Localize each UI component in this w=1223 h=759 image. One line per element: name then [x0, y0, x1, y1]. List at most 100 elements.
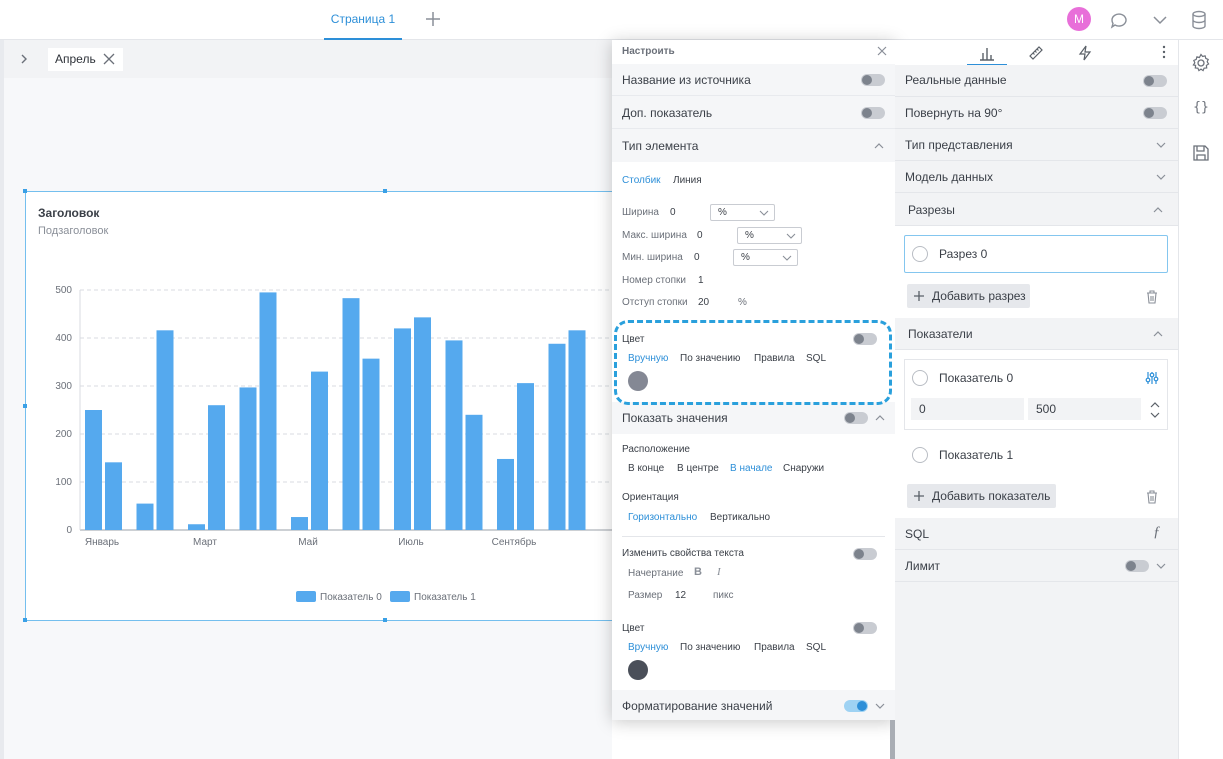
color2-by-value-option[interactable]: По значению	[680, 642, 741, 653]
size-value[interactable]: 12	[675, 590, 687, 601]
chevron-up-icon[interactable]	[874, 141, 884, 151]
bold-button[interactable]: B	[694, 566, 702, 578]
color2-rules-option[interactable]: Правила	[754, 642, 795, 653]
row-data-model[interactable]: Модель данных	[895, 161, 1178, 193]
section-format-values[interactable]: Форматирование значений	[612, 690, 895, 720]
ruler-icon[interactable]	[1027, 44, 1045, 62]
section-metrics[interactable]: Показатели	[895, 318, 1178, 350]
top-bar	[0, 0, 1223, 40]
metric-max-input[interactable]: 500	[1028, 398, 1141, 420]
x-tick-label: Май	[298, 537, 318, 548]
row-view-type[interactable]: Тип представления	[895, 129, 1178, 161]
trash-icon[interactable]	[1145, 489, 1159, 505]
resize-handle[interactable]	[23, 618, 27, 622]
color2-sql-option[interactable]: SQL	[806, 642, 827, 653]
bar	[342, 298, 360, 530]
orient-vertical-option[interactable]: Вертикально	[710, 512, 771, 523]
metric-min-input[interactable]: 0	[911, 398, 1024, 420]
chevron-right-icon[interactable]	[16, 50, 32, 68]
stack-offset-value[interactable]: 20	[698, 297, 710, 308]
width-value[interactable]: 0	[670, 207, 676, 218]
source-name-toggle[interactable]	[861, 74, 885, 86]
format-values-toggle[interactable]	[844, 700, 868, 712]
slice-item[interactable]: Разрез 0	[904, 235, 1168, 273]
rotate-toggle[interactable]	[1143, 107, 1167, 119]
color2-toggle[interactable]	[853, 622, 877, 634]
row-limit[interactable]: Лимит	[895, 550, 1178, 582]
code-braces-icon[interactable]: {}	[1193, 100, 1209, 115]
chart-bars-icon[interactable]	[978, 44, 996, 62]
more-vertical-icon[interactable]	[1158, 44, 1170, 60]
add-metric-button[interactable]: Добавить показатель	[907, 484, 1056, 508]
max-width-value[interactable]: 0	[697, 230, 703, 241]
stepper-icon[interactable]	[1149, 400, 1161, 420]
color-manual-option[interactable]: Вручную	[628, 353, 669, 364]
add-slice-button[interactable]: Добавить разрез	[907, 284, 1030, 308]
chevron-down-icon[interactable]	[875, 701, 885, 711]
color2-manual-option[interactable]: Вручную	[628, 642, 669, 653]
gear-icon[interactable]	[1190, 52, 1212, 74]
italic-button[interactable]: I	[717, 566, 721, 578]
section-show-values[interactable]: Показать значения	[612, 402, 895, 434]
slice-radio[interactable]	[912, 246, 928, 262]
sliders-icon[interactable]	[1144, 370, 1160, 386]
metric-item[interactable]: Показатель 0 0 500	[904, 359, 1168, 430]
type-column-option[interactable]: Столбик	[622, 175, 661, 186]
real-data-toggle[interactable]	[1143, 75, 1167, 87]
scrollbar[interactable]	[890, 720, 895, 759]
x-tick-label: Июль	[398, 537, 424, 548]
resize-handle[interactable]	[383, 618, 387, 622]
metric-item[interactable]: Показатель 1	[904, 439, 1168, 471]
database-icon[interactable]	[1188, 9, 1210, 31]
bar-chart: 0 100 200 300 400 500 Январь Март Май Июль Сентябр…	[55, 285, 612, 603]
place-center-option[interactable]: В центре	[677, 463, 719, 474]
metric-label: Показатель 0	[939, 371, 1014, 385]
color-sql-option[interactable]: SQL	[806, 353, 827, 364]
metric-radio[interactable]	[912, 447, 928, 463]
tab-page-1[interactable]: Страница 1	[324, 0, 402, 40]
resize-handle[interactable]	[23, 189, 27, 193]
orient-horizontal-option[interactable]: Горизонтально	[628, 512, 698, 523]
color-rules-option[interactable]: Правила	[754, 353, 795, 364]
trash-icon[interactable]	[1145, 289, 1159, 305]
color-by-value-option[interactable]: По значению	[680, 353, 741, 364]
chevron-down-icon[interactable]	[1156, 561, 1166, 571]
color2-label: Цвет	[622, 623, 645, 634]
stack-value[interactable]: 1	[698, 275, 704, 286]
place-outside-option[interactable]: Снаружи	[783, 463, 825, 474]
avatar[interactable]: M	[1067, 7, 1091, 31]
metric-radio[interactable]	[912, 370, 928, 386]
show-values-toggle[interactable]	[844, 412, 868, 424]
function-icon[interactable]: ƒ	[1153, 524, 1161, 540]
color-toggle[interactable]	[853, 333, 877, 345]
color-swatch[interactable]	[628, 371, 648, 391]
add-slice-label: Добавить разрез	[932, 289, 1026, 303]
comment-icon[interactable]	[1108, 9, 1130, 31]
section-element-type[interactable]: Тип элемента	[612, 129, 895, 162]
max-width-unit-select[interactable]: %	[737, 227, 802, 244]
place-start-option[interactable]: В начале	[730, 463, 773, 474]
resize-handle[interactable]	[23, 404, 27, 408]
bar	[208, 405, 225, 530]
limit-toggle[interactable]	[1125, 560, 1149, 572]
place-end-option[interactable]: В конце	[628, 463, 665, 474]
chevron-down-icon[interactable]	[1149, 9, 1171, 31]
close-icon[interactable]	[876, 45, 888, 57]
bar	[414, 317, 431, 530]
section-slices[interactable]: Разрезы	[895, 193, 1178, 226]
resize-handle[interactable]	[383, 189, 387, 193]
extra-metric-toggle[interactable]	[861, 107, 885, 119]
close-icon[interactable]	[101, 51, 117, 67]
row-sql[interactable]: SQL ƒ	[895, 518, 1178, 550]
width-unit-select[interactable]: %	[710, 204, 775, 221]
y-tick-label: 200	[55, 429, 72, 440]
color2-swatch[interactable]	[628, 660, 648, 680]
save-icon[interactable]	[1190, 142, 1212, 164]
min-width-unit-select[interactable]: %	[733, 249, 798, 266]
min-width-value[interactable]: 0	[694, 252, 700, 263]
type-line-option[interactable]: Линия	[673, 175, 702, 186]
text-props-toggle[interactable]	[853, 548, 877, 560]
add-page-icon[interactable]	[422, 8, 444, 30]
chevron-up-icon[interactable]	[875, 413, 885, 423]
lightning-icon[interactable]	[1076, 44, 1094, 62]
